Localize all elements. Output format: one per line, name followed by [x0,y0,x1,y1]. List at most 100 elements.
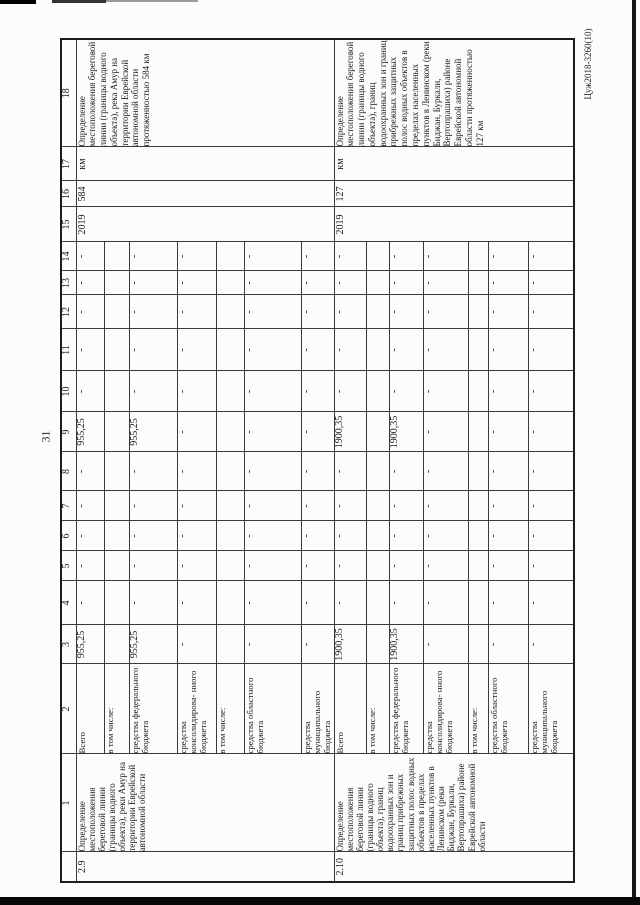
value-cell: - [423,295,468,329]
target-value-cell: 127 [334,181,574,207]
value-cell: - [177,551,216,581]
column-number-cell: 4 [61,581,76,625]
value-cell: - [76,551,104,581]
value-cell: - [301,521,334,551]
value-cell: - [528,242,574,271]
value-cell: - [389,521,423,551]
value-cell: - [389,551,423,581]
value-cell: - [244,625,301,664]
value-cell: - [488,551,528,581]
value-cell: - [488,329,528,371]
column-number-cell: 9 [61,412,76,452]
expected-result-cell: Определение местоположения береговой лин… [76,39,334,147]
value-cell [216,491,244,521]
value-cell: - [301,581,334,625]
scan-artifact [0,897,640,905]
value-cell [366,295,389,329]
value-cell: - [244,412,301,452]
value-cell: - [76,521,104,551]
value-cell [366,551,389,581]
value-cell: - [177,242,216,271]
value-cell: - [389,295,423,329]
value-cell [104,242,129,271]
value-cell [216,625,244,664]
value-cell [468,452,488,491]
value-cell: - [177,452,216,491]
value-cell [468,551,488,581]
scan-artifact [52,0,106,3]
value-cell: - [76,295,104,329]
value-cell: - [488,452,528,491]
value-cell: - [244,271,301,295]
value-cell: - [244,242,301,271]
activity-cell: Определение местоположения береговой лин… [334,754,574,852]
value-cell [104,452,129,491]
value-cell: - [244,371,301,412]
value-cell [216,329,244,371]
value-cell: - [76,371,104,412]
budget-row-label: средства консолидирова- нного бюджета [423,664,468,754]
scan-artifact [0,0,36,4]
value-cell [216,581,244,625]
budget-row-label: средства областного бюджета [488,664,528,754]
value-cell: - [177,329,216,371]
value-cell [366,412,389,452]
value-cell [104,551,129,581]
row-id-cell: 2.10 [334,852,574,882]
column-number-cell: 14 [61,242,76,271]
table-row: 2.10 Определение местоположения берегово… [334,39,574,882]
value-cell: 1900,35 [334,625,366,664]
value-cell: - [244,551,301,581]
target-value-cell: 584 [76,181,334,207]
budget-row-label: средства муниципального бюджета [301,664,334,754]
value-cell: - [244,452,301,491]
value-cell: - [423,551,468,581]
value-cell [104,521,129,551]
value-cell: 1900,35 [389,412,423,452]
value-cell: - [334,329,366,371]
value-cell: - [389,581,423,625]
column-number-cell: 11 [61,329,76,371]
value-cell [104,271,129,295]
value-cell: - [389,491,423,521]
value-cell: - [488,242,528,271]
value-cell [366,625,389,664]
value-cell: - [301,625,334,664]
value-cell [468,491,488,521]
column-number-cell: 16 [61,181,76,207]
budget-row-label: Всего [334,664,366,754]
value-cell: - [488,371,528,412]
value-cell: 955,25 [76,412,104,452]
value-cell: - [334,452,366,491]
value-cell [366,491,389,521]
value-cell: - [488,581,528,625]
budget-row-label: средства федерального бюджета [129,664,177,754]
value-cell: - [334,581,366,625]
value-cell [366,371,389,412]
value-cell: - [129,242,177,271]
value-cell: - [334,271,366,295]
value-cell: - [389,271,423,295]
budget-row-label: средства муниципального бюджета [528,664,574,754]
value-cell: - [129,271,177,295]
value-cell [366,521,389,551]
value-cell: - [244,521,301,551]
column-number-cell: 10 [61,371,76,412]
value-cell: - [129,581,177,625]
value-cell: - [423,521,468,551]
column-number-cell: 13 [61,271,76,295]
value-cell: - [301,295,334,329]
budget-row-label: в том числе: [216,664,244,754]
value-cell: - [177,491,216,521]
value-cell: - [488,491,528,521]
value-cell [366,329,389,371]
table-row: 2.9 Определение местоположения береговой… [76,39,334,882]
value-cell: - [301,491,334,521]
year-cell: 2019 [334,207,574,242]
value-cell: - [488,625,528,664]
value-cell: - [528,551,574,581]
value-cell [216,295,244,329]
budget-row-label: средства федерального бюджета [389,664,423,754]
value-cell: - [76,271,104,295]
